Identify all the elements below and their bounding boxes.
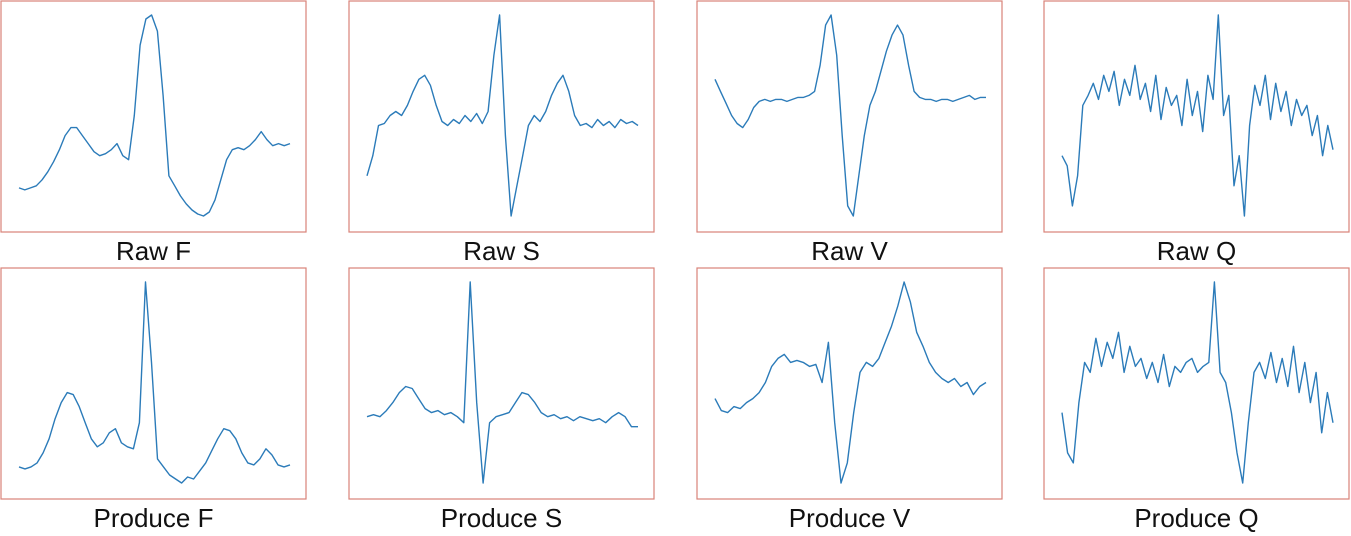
signal-line [18, 14, 291, 217]
panel-frame [1043, 0, 1350, 233]
signal-line [366, 281, 638, 484]
panel-frame [696, 267, 1003, 500]
signal-line [714, 14, 986, 217]
signal-line [1061, 281, 1334, 484]
panel-caption: Produce F [94, 503, 214, 533]
panel-frame [348, 267, 655, 500]
panel-caption: Raw F [116, 236, 191, 266]
panel-caption: Raw V [811, 236, 888, 266]
panel-frame [0, 0, 307, 233]
panel-caption: Raw S [463, 236, 540, 266]
panel-caption: Produce S [441, 503, 562, 533]
signal-line [18, 281, 291, 484]
signal-line [366, 14, 639, 217]
panel-frame [348, 0, 655, 233]
panel-caption: Raw Q [1157, 236, 1236, 266]
panel-caption: Produce Q [1134, 503, 1258, 533]
signal-line [714, 281, 987, 484]
panel-caption: Produce V [789, 503, 911, 533]
signal-line [1061, 14, 1334, 217]
panel-frame [696, 0, 1003, 233]
panel-frame [0, 267, 307, 500]
panel-frame [1043, 267, 1350, 500]
